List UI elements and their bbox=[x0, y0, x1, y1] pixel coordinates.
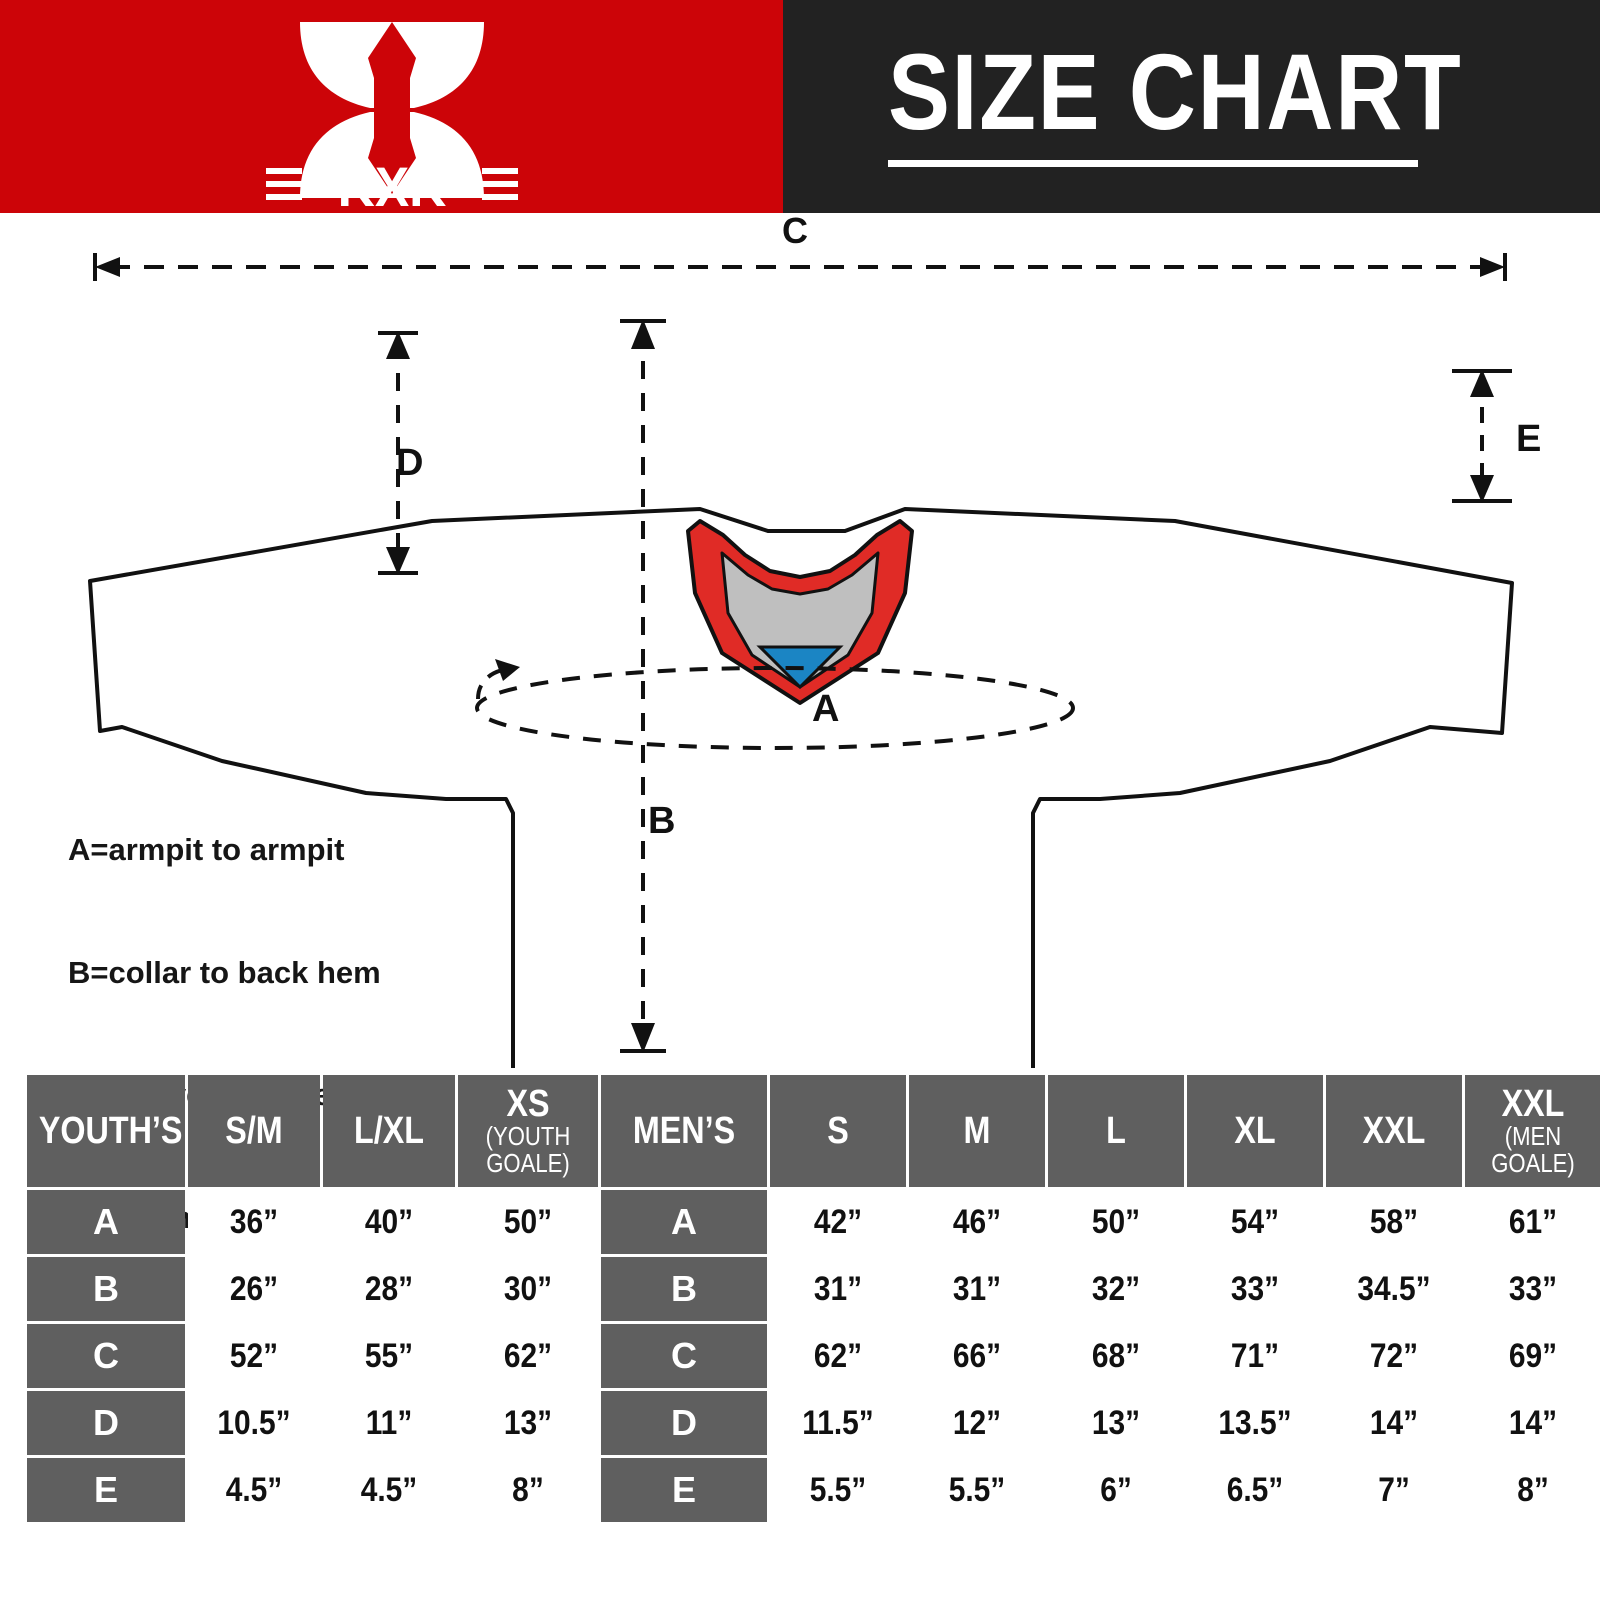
cell-men-a-xl: 54” bbox=[1187, 1190, 1323, 1254]
dimension-label-e: E bbox=[1516, 418, 1541, 460]
row-label-men-b: B bbox=[601, 1257, 767, 1321]
header-youth-sm: S/M bbox=[188, 1075, 320, 1187]
brand-banner: KXK bbox=[0, 0, 783, 213]
row-label-men-d: D bbox=[601, 1391, 767, 1455]
cell-youth-d-xs: 13” bbox=[458, 1391, 598, 1455]
cell-men-e-s: 5.5” bbox=[770, 1458, 906, 1522]
collar-inner bbox=[720, 551, 880, 689]
size-table-wrap: YOUTH’S S/M L/XL XS (YOUTH GOALE) MEN’S … bbox=[24, 1072, 1600, 1525]
dimension-b bbox=[620, 319, 666, 1053]
dimension-d bbox=[378, 331, 418, 575]
row-label-men-a: A bbox=[601, 1190, 767, 1254]
dimension-c bbox=[93, 253, 1507, 281]
legend-line-a: A=armpit to armpit bbox=[68, 831, 345, 867]
cell-men-e-xxl-goale: 8” bbox=[1465, 1458, 1600, 1522]
dimension-a bbox=[475, 659, 1075, 750]
cell-men-e-m: 5.5” bbox=[909, 1458, 1045, 1522]
cell-youth-b-xs: 30” bbox=[458, 1257, 598, 1321]
cell-men-b-s: 31” bbox=[770, 1257, 906, 1321]
cell-men-d-xxl-goale: 14” bbox=[1465, 1391, 1600, 1455]
table-row: D 10.5” 11” 13” D 11.5” 12” 13” 13.5” 14… bbox=[27, 1391, 1600, 1455]
cell-youth-a-lxl: 40” bbox=[323, 1190, 455, 1254]
cell-men-d-xl: 13.5” bbox=[1187, 1391, 1323, 1455]
cell-men-b-xxl-goale: 33” bbox=[1465, 1257, 1600, 1321]
cell-youth-a-sm: 36” bbox=[188, 1190, 320, 1254]
dimension-label-b: B bbox=[648, 800, 675, 842]
cell-men-d-m: 12” bbox=[909, 1391, 1045, 1455]
legend-line-b: B=collar to back hem bbox=[68, 954, 381, 990]
header-men-xxl-goale: XXL (MEN GOALE) bbox=[1465, 1075, 1600, 1187]
jersey-diagram: C D B E bbox=[0, 213, 1600, 1068]
row-label-youth-d: D bbox=[27, 1391, 185, 1455]
header-mens: MEN’S bbox=[601, 1075, 767, 1187]
cell-men-d-xxl: 14” bbox=[1326, 1391, 1462, 1455]
row-label-youth-c: C bbox=[27, 1324, 185, 1388]
header-youths: YOUTH’S bbox=[27, 1075, 185, 1187]
cell-men-a-xxl: 58” bbox=[1326, 1190, 1462, 1254]
size-table: YOUTH’S S/M L/XL XS (YOUTH GOALE) MEN’S … bbox=[24, 1072, 1600, 1525]
cell-youth-e-xs: 8” bbox=[458, 1458, 598, 1522]
cell-youth-d-sm: 10.5” bbox=[188, 1391, 320, 1455]
dimension-e bbox=[1452, 369, 1512, 503]
table-row: E 4.5” 4.5” 8” E 5.5” 5.5” 6” 6.5” 7” 8” bbox=[27, 1458, 1600, 1522]
jersey-outline bbox=[88, 507, 1514, 1068]
dimension-label-d: D bbox=[396, 442, 423, 484]
cell-youth-e-sm: 4.5” bbox=[188, 1458, 320, 1522]
cell-men-d-s: 11.5” bbox=[770, 1391, 906, 1455]
cell-men-c-s: 62” bbox=[770, 1324, 906, 1388]
row-label-youth-b: B bbox=[27, 1257, 185, 1321]
header-men-l: L bbox=[1048, 1075, 1184, 1187]
cell-men-e-l: 6” bbox=[1048, 1458, 1184, 1522]
cell-men-a-s: 42” bbox=[770, 1190, 906, 1254]
cell-men-a-m: 46” bbox=[909, 1190, 1045, 1254]
cell-men-c-m: 66” bbox=[909, 1324, 1045, 1388]
cell-youth-b-lxl: 28” bbox=[323, 1257, 455, 1321]
cell-men-e-xxl: 7” bbox=[1326, 1458, 1462, 1522]
row-label-men-c: C bbox=[601, 1324, 767, 1388]
cell-youth-b-sm: 26” bbox=[188, 1257, 320, 1321]
cell-men-c-l: 68” bbox=[1048, 1324, 1184, 1388]
table-row: A 36” 40” 50” A 42” 46” 50” 54” 58” 61” bbox=[27, 1190, 1600, 1254]
cell-men-a-xxl-goale: 61” bbox=[1465, 1190, 1600, 1254]
cell-youth-a-xs: 50” bbox=[458, 1190, 598, 1254]
page-title: SIZE CHART bbox=[888, 31, 1463, 152]
header-men-xl: XL bbox=[1187, 1075, 1323, 1187]
cell-men-c-xxl-goale: 69” bbox=[1465, 1324, 1600, 1388]
cell-men-b-l: 32” bbox=[1048, 1257, 1184, 1321]
title-underline bbox=[888, 160, 1418, 167]
cell-men-c-xl: 71” bbox=[1187, 1324, 1323, 1388]
kxk-logo: KXK bbox=[262, 12, 522, 212]
cell-men-c-xxl: 72” bbox=[1326, 1324, 1462, 1388]
row-label-men-e: E bbox=[601, 1458, 767, 1522]
cell-youth-d-lxl: 11” bbox=[323, 1391, 455, 1455]
svg-text:KXK: KXK bbox=[337, 156, 446, 212]
page-header: KXK SIZE CHART bbox=[0, 0, 1600, 213]
cell-men-b-xl: 33” bbox=[1187, 1257, 1323, 1321]
table-header-row: YOUTH’S S/M L/XL XS (YOUTH GOALE) MEN’S … bbox=[27, 1075, 1600, 1187]
row-label-youth-e: E bbox=[27, 1458, 185, 1522]
row-label-youth-a: A bbox=[27, 1190, 185, 1254]
table-row: B 26” 28” 30” B 31” 31” 32” 33” 34.5” 33… bbox=[27, 1257, 1600, 1321]
dimension-label-c: C bbox=[782, 213, 808, 251]
header-youth-lxl: L/XL bbox=[323, 1075, 455, 1187]
header-men-s: S bbox=[770, 1075, 906, 1187]
cell-youth-c-xs: 62” bbox=[458, 1324, 598, 1388]
cell-men-e-xl: 6.5” bbox=[1187, 1458, 1323, 1522]
cell-youth-c-sm: 52” bbox=[188, 1324, 320, 1388]
cell-men-a-l: 50” bbox=[1048, 1190, 1184, 1254]
header-men-m: M bbox=[909, 1075, 1045, 1187]
table-row: C 52” 55” 62” C 62” 66” 68” 71” 72” 69” bbox=[27, 1324, 1600, 1388]
header-youth-xs-goale: XS (YOUTH GOALE) bbox=[458, 1075, 598, 1187]
cell-men-d-l: 13” bbox=[1048, 1391, 1184, 1455]
cell-youth-c-lxl: 55” bbox=[323, 1324, 455, 1388]
cell-men-b-xxl: 34.5” bbox=[1326, 1257, 1462, 1321]
cell-youth-e-lxl: 4.5” bbox=[323, 1458, 455, 1522]
header-men-xxl: XXL bbox=[1326, 1075, 1462, 1187]
title-banner: SIZE CHART bbox=[783, 0, 1600, 213]
dimension-label-a: A bbox=[812, 688, 839, 730]
cell-men-b-m: 31” bbox=[909, 1257, 1045, 1321]
